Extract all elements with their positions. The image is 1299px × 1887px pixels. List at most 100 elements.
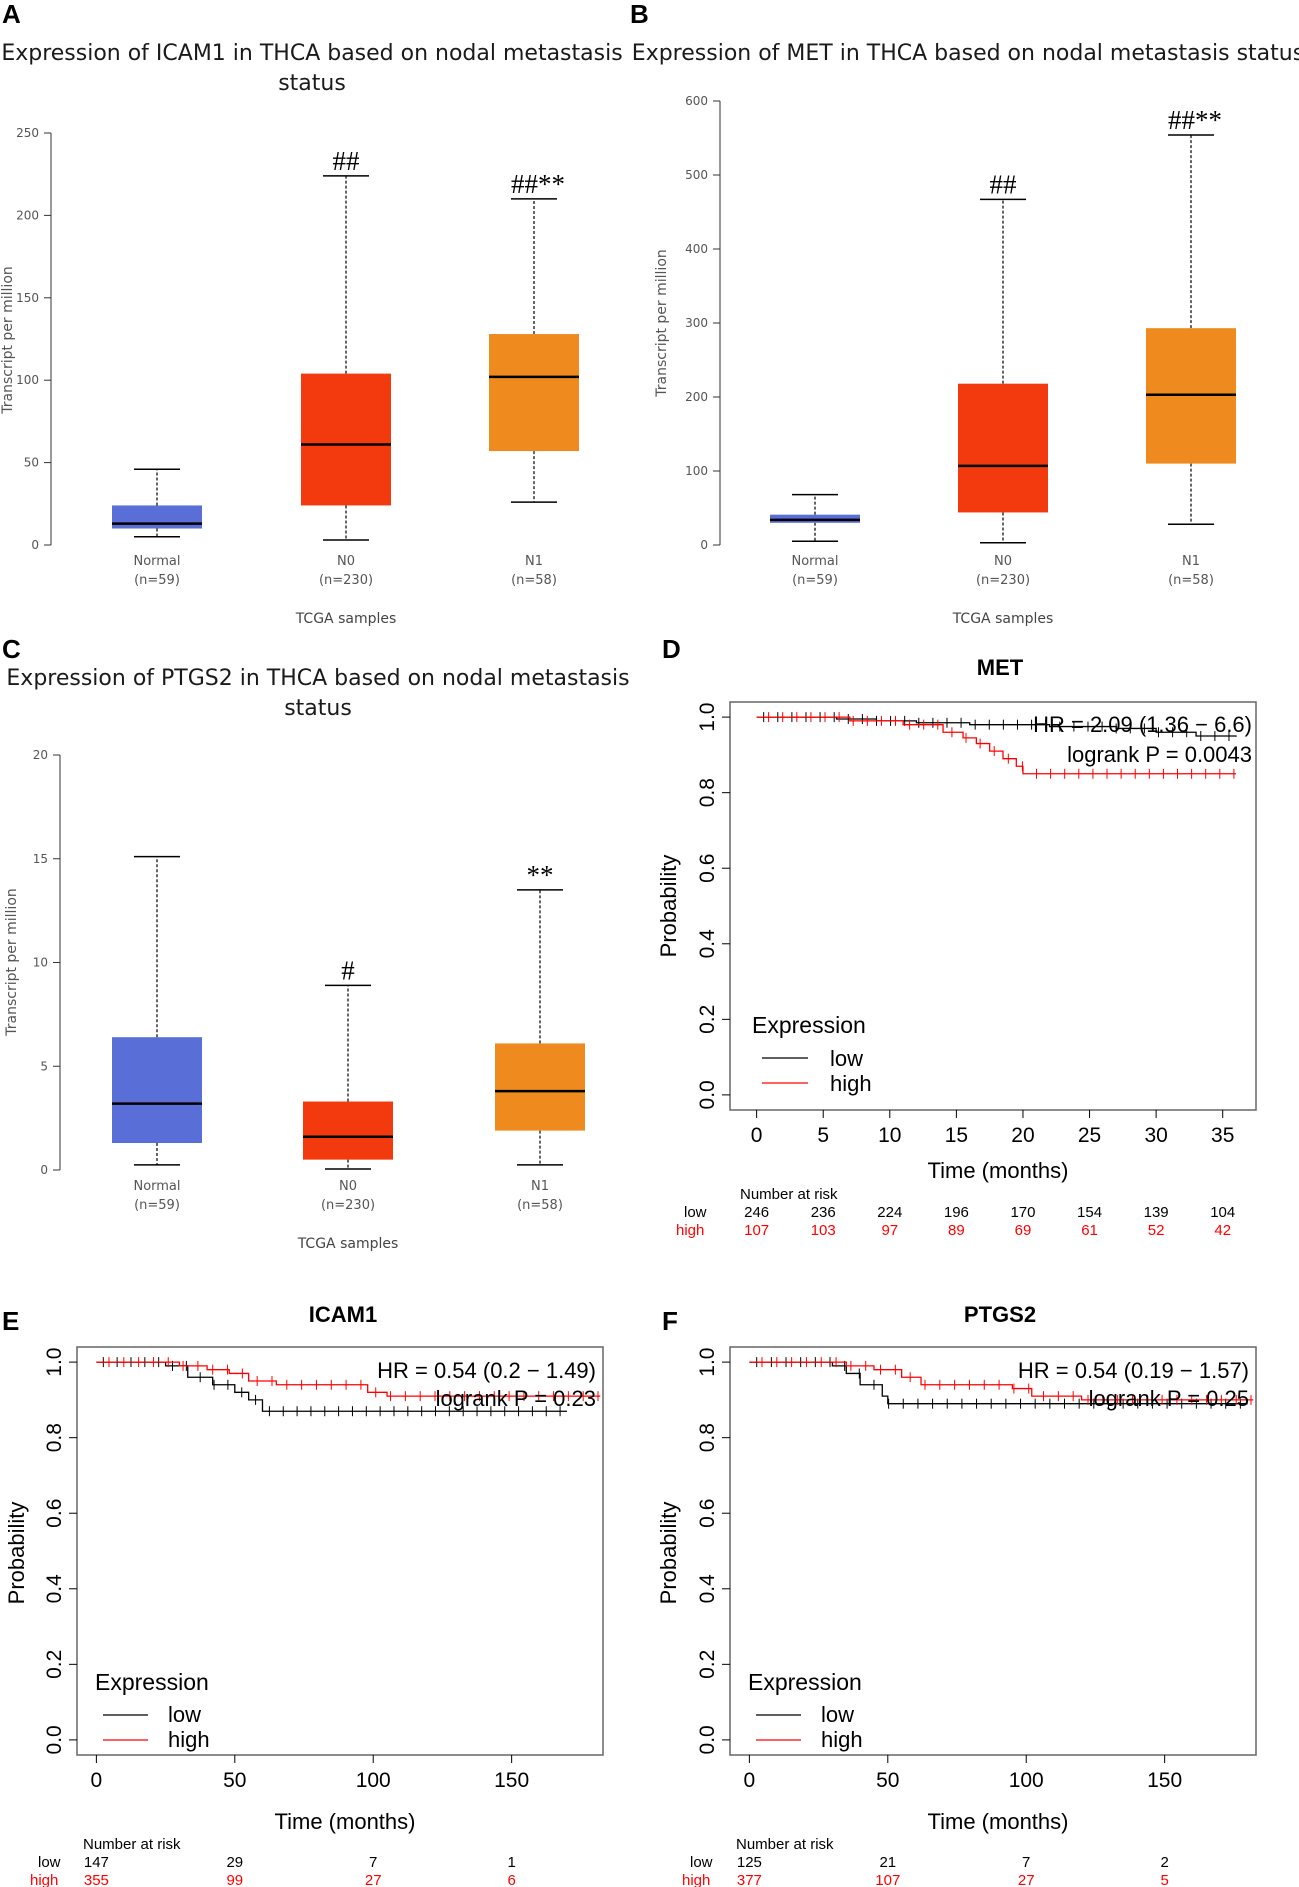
panel-d-curve-high bbox=[756, 716, 1237, 775]
panel-d-risk-high-value: 69 bbox=[1015, 1222, 1032, 1239]
panel-b-y-tick-label: 500 bbox=[685, 168, 708, 182]
panel-d-y-axis-label: Probability bbox=[656, 855, 681, 958]
panel-f-risk-high-value: 27 bbox=[1018, 1872, 1035, 1887]
panel-b-n0-category-label: N0 bbox=[994, 554, 1012, 569]
panel-d-legend-low-label: low bbox=[830, 1046, 863, 1071]
panel-f-risk-low-value: 2 bbox=[1160, 1854, 1168, 1871]
panel-d-risk-high-value: 52 bbox=[1148, 1222, 1165, 1239]
panel-c-y-tick-label: 10 bbox=[33, 956, 48, 970]
panel-f-x-tick-label: 0 bbox=[744, 1769, 756, 1792]
panel-c-y-tick-label: 0 bbox=[40, 1163, 48, 1177]
panel-e-risk-low-value: 147 bbox=[84, 1854, 109, 1871]
panel-a-y-tick-label: 0 bbox=[31, 538, 39, 552]
panel-b-title-line1: Expression of MET in THCA based on nodal… bbox=[632, 41, 1299, 66]
panel-letter-a: A bbox=[2, 0, 21, 29]
panel-a-n0-sample-size-label: (n=230) bbox=[319, 573, 373, 588]
panel-c-axes: 0 5 10 15 20 bbox=[33, 748, 61, 1177]
panel-e-risk-high-value: 99 bbox=[226, 1872, 243, 1887]
panel-d-risk-low-value: 224 bbox=[877, 1204, 902, 1221]
panel-letter-f: F bbox=[662, 1306, 678, 1336]
panel-c-y-tick-label: 5 bbox=[40, 1059, 48, 1073]
panel-a-y-tick-label: 100 bbox=[16, 373, 39, 387]
panel-d-x-tick-label: 0 bbox=[751, 1124, 763, 1147]
panel-e-risk-high-label: high bbox=[30, 1872, 58, 1887]
panel-f-y-tick-label: 0.8 bbox=[696, 1423, 719, 1452]
panel-c-y-tick-label: 20 bbox=[33, 748, 48, 762]
panel-c-n0-category-label: N0 bbox=[339, 1179, 357, 1194]
panel-d-risk-high-value: 103 bbox=[811, 1222, 836, 1239]
panel-f-risk-low-label: low bbox=[690, 1854, 713, 1871]
panel-a-n1-box bbox=[489, 334, 579, 452]
panel-d-y-tick-label: 0.0 bbox=[696, 1080, 719, 1109]
panel-b-n0-box bbox=[958, 383, 1048, 513]
panel-c-n1-sample-size-label: (n=58) bbox=[517, 1198, 563, 1213]
panel-b-n0-sample-size-label: (n=230) bbox=[976, 573, 1030, 588]
panel-d-km-plot: MET Probability Time (months) 0 5 10 15 20 25… bbox=[656, 655, 1257, 1239]
panel-f-legend-high-label: high bbox=[821, 1727, 863, 1752]
panel-e-y-axis-label: Probability bbox=[4, 1502, 29, 1605]
panel-a-groups: Normal (n=59) ## N0 (n=230) ##** N1 (n=58) bbox=[112, 146, 579, 588]
panel-d-logrank-text: logrank P = 0.0043 bbox=[1067, 742, 1252, 767]
panel-c-normal-sample-size-label: (n=59) bbox=[134, 1198, 180, 1213]
panel-d-x-tick-label: 15 bbox=[945, 1124, 968, 1147]
panel-c-n0-significance-label: # bbox=[341, 955, 355, 985]
panel-letter-c: C bbox=[2, 634, 21, 664]
panel-a-normal-box bbox=[112, 505, 202, 529]
panel-f-hr-text: HR = 0.54 (0.19 − 1.57) bbox=[1018, 1358, 1249, 1383]
panel-letter-d: D bbox=[662, 634, 681, 664]
panel-e-x-tick-label: 0 bbox=[91, 1769, 103, 1792]
panel-b-y-tick-label: 600 bbox=[685, 94, 708, 108]
panel-d-x-tick-label: 20 bbox=[1011, 1124, 1034, 1147]
panel-f-risk-high-value: 107 bbox=[875, 1872, 900, 1887]
panel-f-risk-high-value: 5 bbox=[1160, 1872, 1168, 1887]
panel-c-n1-box bbox=[495, 1043, 585, 1131]
panel-b-normal-sample-size-label: (n=59) bbox=[792, 573, 838, 588]
panel-d-x-tick-label: 30 bbox=[1144, 1124, 1167, 1147]
panel-a-n0-box bbox=[301, 373, 391, 506]
panel-b-n0-significance-label: ## bbox=[990, 169, 1018, 199]
panel-d-x-tick-label: 35 bbox=[1211, 1124, 1234, 1147]
panel-f-curve-low bbox=[749, 1361, 1248, 1405]
panel-b-boxplot: Expression of MET in THCA based on nodal… bbox=[632, 41, 1299, 627]
panel-c-y-tick-label: 15 bbox=[33, 852, 48, 866]
panel-e-y-tick-label: 0.0 bbox=[43, 1725, 66, 1754]
panel-a-y-tick-label: 50 bbox=[24, 456, 39, 470]
panel-c-title-line2: status bbox=[284, 696, 352, 721]
panel-a-n0-significance-label: ## bbox=[333, 146, 361, 176]
panel-d-risk-low-value: 170 bbox=[1010, 1204, 1035, 1221]
panel-d-legend-title: Expression bbox=[752, 1012, 866, 1038]
panel-c-normal-box bbox=[112, 1037, 202, 1144]
panel-e-risk-low-value: 1 bbox=[507, 1854, 515, 1871]
panel-b-n1-significance-label: ##** bbox=[1168, 105, 1222, 135]
panel-d-risk-high-value: 107 bbox=[744, 1222, 769, 1239]
panel-c-title-line1: Expression of PTGS2 in THCA based on nod… bbox=[6, 666, 629, 691]
panel-e-y-tick-label: 0.2 bbox=[43, 1650, 66, 1679]
panel-f-logrank-text: logrank P = 0.25 bbox=[1089, 1386, 1249, 1411]
panel-a-y-tick-label: 150 bbox=[16, 291, 39, 305]
panel-e-plot-frame bbox=[76, 1346, 604, 1756]
panel-d-risk-low-value: 139 bbox=[1144, 1204, 1169, 1221]
panel-f-risk-low-value: 21 bbox=[879, 1854, 896, 1871]
panel-b-groups: Normal (n=59) ## N0 (n=230) ##** N1 (n=58) bbox=[770, 105, 1236, 588]
panel-c-groups: Normal (n=59) # N0 (n=230) ** N1 (n=58) bbox=[112, 855, 585, 1213]
panel-f-x-axis-label: Time (months) bbox=[928, 1809, 1069, 1834]
panel-d-risk-header: Number at risk bbox=[740, 1186, 838, 1203]
panel-b-y-axis-label: Transcript per million bbox=[654, 249, 670, 398]
panel-e-hr-text: HR = 0.54 (0.2 − 1.49) bbox=[377, 1358, 596, 1383]
panel-f-risk-low-value: 125 bbox=[737, 1854, 762, 1871]
panel-f-risk-low-value: 7 bbox=[1022, 1854, 1030, 1871]
panel-d-plot-frame bbox=[729, 701, 1257, 1111]
panel-f-km-plot: PTGS2 Probability Time (months) 0 50 100 15… bbox=[656, 1302, 1257, 1887]
panel-e-x-tick-label: 150 bbox=[494, 1769, 529, 1792]
panel-f-curves bbox=[749, 1357, 1254, 1409]
panel-a-normal-sample-size-label: (n=59) bbox=[134, 573, 180, 588]
panel-d-risk-high-value: 97 bbox=[881, 1222, 898, 1239]
panel-b-y-tick-label: 0 bbox=[700, 538, 708, 552]
panel-d-risk-low-value: 104 bbox=[1210, 1204, 1235, 1221]
panel-d-y-tick-label: 0.2 bbox=[696, 1005, 719, 1034]
panel-f-risk-high-value: 377 bbox=[737, 1872, 762, 1887]
